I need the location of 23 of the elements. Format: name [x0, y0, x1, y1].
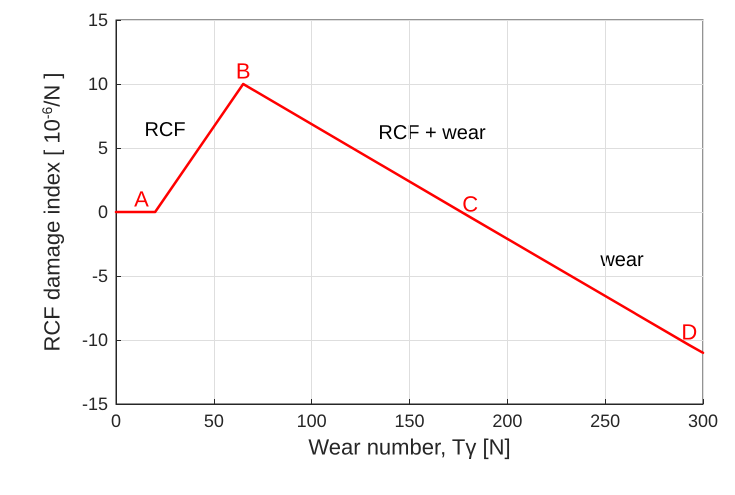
- y-tick-label: -15: [82, 394, 108, 414]
- x-tick-label: 300: [688, 411, 718, 431]
- x-tick-label: 100: [296, 411, 327, 431]
- data-label: B: [236, 58, 251, 84]
- y-axis-title: RCF damage index [ 10-6/N ]: [39, 72, 64, 352]
- y-tick-label: 15: [88, 10, 108, 30]
- data-label: A: [134, 186, 150, 212]
- annotation: wear: [599, 249, 644, 271]
- line-series: [114, 82, 704, 354]
- y-tick-label: -10: [82, 330, 108, 350]
- y-tick-label: -5: [92, 266, 108, 286]
- x-tick-label: 50: [204, 411, 224, 431]
- x-tick-label: 150: [394, 411, 425, 431]
- y-tick-label: 0: [98, 202, 108, 222]
- data-label: D: [681, 320, 698, 345]
- x-tick-label: 200: [492, 411, 522, 431]
- annotation: RCF: [144, 119, 186, 141]
- x-tick-label: 0: [110, 411, 122, 431]
- data-label: C: [462, 192, 478, 217]
- y-tick-label: 5: [98, 138, 108, 158]
- y-tick-label: 10: [88, 74, 108, 94]
- x-axis-title: Wear number, Tγ [N]: [308, 434, 511, 460]
- x-tick-label: 250: [590, 411, 620, 431]
